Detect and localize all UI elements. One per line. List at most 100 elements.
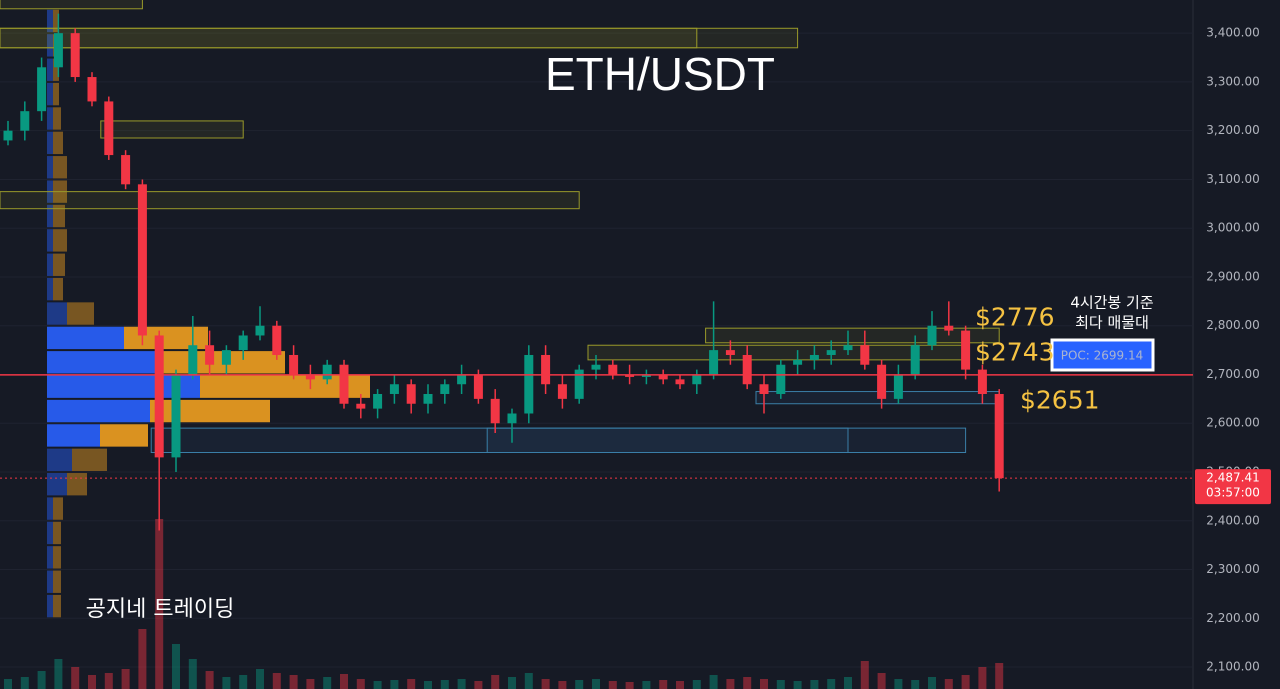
candle-body xyxy=(121,155,131,185)
profile-down xyxy=(53,204,65,228)
candle-body xyxy=(776,364,786,394)
candle-body xyxy=(625,374,635,377)
y-tick-label: 3,100.00 xyxy=(1206,172,1259,186)
candle-body xyxy=(423,393,433,404)
candle-body xyxy=(3,130,13,141)
profile-down xyxy=(150,399,270,423)
volume-bar xyxy=(222,677,231,689)
volume-bar xyxy=(20,677,29,689)
candle-body xyxy=(221,350,231,365)
volume-bar xyxy=(155,519,164,689)
zone xyxy=(0,0,143,10)
y-tick-label: 2,600.00 xyxy=(1206,416,1259,430)
zone xyxy=(587,344,967,361)
volume-bar xyxy=(256,669,264,689)
candle-body xyxy=(87,77,97,102)
volume-bar xyxy=(844,677,852,689)
zone xyxy=(0,27,799,49)
candle-body xyxy=(675,379,685,385)
y-tick-label: 2,900.00 xyxy=(1206,269,1259,283)
volume-bar xyxy=(88,675,96,689)
candle-body xyxy=(893,374,903,399)
profile-up xyxy=(47,156,53,179)
volume-bar xyxy=(306,679,315,689)
volume-bar xyxy=(508,677,516,689)
volume-bar xyxy=(71,667,80,689)
candle-body xyxy=(188,345,198,375)
volume-bar xyxy=(860,661,869,689)
profile-down xyxy=(53,521,61,545)
profile-up xyxy=(47,351,163,374)
profile-up xyxy=(47,253,53,276)
candle-body xyxy=(541,354,551,385)
profile-up xyxy=(47,302,67,325)
candle-body xyxy=(373,393,383,409)
volume-bar xyxy=(911,680,920,689)
y-tick-label: 3,200.00 xyxy=(1206,123,1259,137)
candle-body xyxy=(406,384,416,404)
level-label: $2651 xyxy=(1020,385,1100,414)
volume-bar xyxy=(37,671,46,689)
profile-up xyxy=(47,58,53,81)
watermark: 공지네 트레이딩 xyxy=(86,597,235,622)
candle-body xyxy=(255,325,265,336)
y-tick-label: 2,700.00 xyxy=(1206,367,1259,381)
volume-bar xyxy=(928,677,936,689)
candle-body xyxy=(238,335,248,351)
profile-down xyxy=(53,58,59,81)
volume-bar xyxy=(978,667,987,689)
candle-body xyxy=(944,325,954,331)
candle-body xyxy=(860,345,870,365)
y-tick-label: 2,200.00 xyxy=(1206,611,1259,625)
candle-body xyxy=(809,354,819,360)
volume-bar xyxy=(4,679,12,689)
volume-bar xyxy=(172,644,180,689)
candle-body xyxy=(457,374,467,385)
profile-up xyxy=(47,9,53,33)
price-tag-label: 2,487.41 xyxy=(1206,471,1259,485)
zone xyxy=(100,120,244,139)
volume-bar xyxy=(474,681,483,689)
profile-down xyxy=(53,229,67,252)
candle-body xyxy=(742,354,752,385)
y-tick-label: 3,400.00 xyxy=(1206,26,1259,40)
candle-body xyxy=(272,325,282,355)
volume-bar xyxy=(424,681,432,689)
candle-body xyxy=(356,403,366,409)
candle-body xyxy=(725,350,735,355)
volume-bar xyxy=(138,629,147,689)
profile-down xyxy=(53,277,63,301)
candle-body xyxy=(658,374,668,380)
volume-bar xyxy=(692,680,701,689)
volume-bar xyxy=(894,679,903,689)
y-tick-label: 3,000.00 xyxy=(1206,221,1259,235)
profile-down xyxy=(53,546,61,569)
zone xyxy=(0,191,580,210)
volume-bar xyxy=(995,663,1004,689)
profile-down xyxy=(53,9,59,33)
profile-down xyxy=(53,570,61,593)
profile-up xyxy=(47,497,53,520)
candle-body xyxy=(910,345,920,375)
candle-body xyxy=(440,384,450,394)
volume-bar xyxy=(373,681,382,689)
candle-body xyxy=(322,364,332,380)
profile-down xyxy=(53,497,63,520)
candle-body xyxy=(507,413,517,424)
candle-body xyxy=(826,350,836,355)
price-tag xyxy=(1195,469,1271,505)
volume-bar xyxy=(944,679,953,689)
candle-body xyxy=(104,101,114,156)
volume-bar xyxy=(575,680,584,689)
volume-bar xyxy=(188,659,197,689)
chart-title: ETH/USDT xyxy=(545,48,775,100)
candle-body xyxy=(961,330,971,370)
poc-label: POC: 2699.14 xyxy=(1061,349,1144,363)
volume-bar xyxy=(54,659,63,689)
volume-bar xyxy=(323,677,332,689)
candle-body xyxy=(473,374,483,399)
zone xyxy=(150,427,967,454)
profile-down xyxy=(53,594,61,618)
candle-body xyxy=(709,350,719,375)
